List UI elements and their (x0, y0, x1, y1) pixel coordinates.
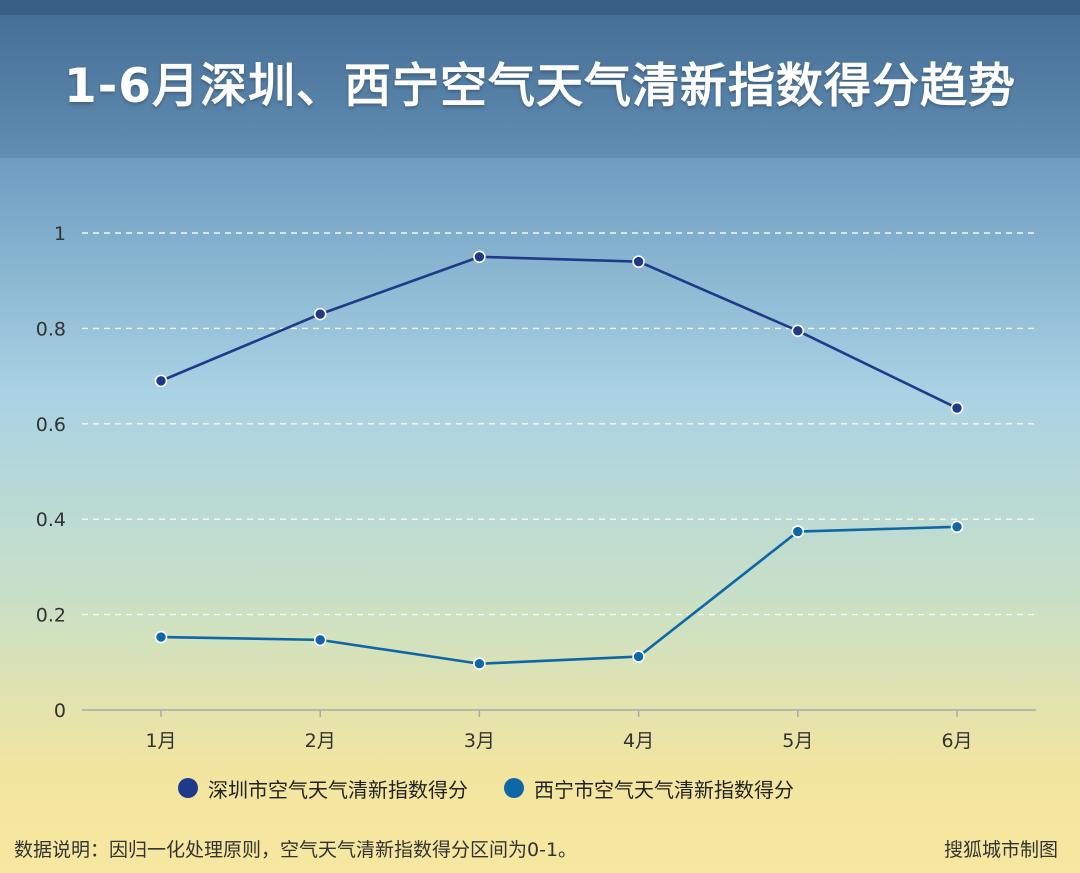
x-tick-label: 1月 (145, 730, 176, 752)
legend: 深圳市空气天气清新指数得分 西宁市空气天气清新指数得分 (178, 772, 794, 804)
data-point (632, 255, 645, 268)
x-tick-label: 2月 (305, 730, 336, 752)
series-lines (154, 250, 964, 671)
y-tick-label: 0.2 (36, 605, 66, 627)
source-credit: 搜狐城市制图 (943, 839, 1058, 861)
y-tick-label: 1 (54, 223, 66, 245)
x-tick-label: 4月 (623, 730, 654, 752)
title-band (0, 15, 1080, 158)
x-tick-label: 3月 (464, 730, 495, 752)
legend-label-xining: 西宁市空气天气清新指数得分 (534, 777, 794, 802)
legend-item-shenzhen[interactable]: 深圳市空气天气清新指数得分 (178, 774, 468, 803)
x-tick-label: 6月 (941, 730, 972, 752)
data-point (791, 525, 805, 538)
data-point (950, 401, 964, 415)
data-point (313, 633, 327, 647)
y-tick-label: 0 (54, 700, 66, 722)
data-point (154, 374, 168, 388)
axes: 0 0.2 0.4 0.6 0.8 1 1月 2月 3月 4月 5月 6月 (36, 223, 1036, 752)
y-tick-label: 0.4 (36, 509, 66, 531)
grid-lines (82, 232, 1036, 616)
series-line-0 (160, 255, 958, 410)
legend-marker-shenzhen (178, 778, 198, 798)
data-point (473, 250, 486, 264)
data-point (154, 630, 168, 644)
y-tick-label: 0.8 (36, 318, 66, 340)
legend-marker-xining (504, 778, 524, 798)
legend-item-xining[interactable]: 西宁市空气天气清新指数得分 (504, 774, 794, 803)
top-strip (0, 0, 1080, 15)
data-note: 数据说明：因归一化处理原则，空气天气清新指数得分区间为0-1。 (14, 839, 578, 861)
legend-label-shenzhen: 深圳市空气天气清新指数得分 (208, 777, 468, 802)
data-point (950, 520, 964, 534)
series-line-1 (160, 525, 958, 666)
data-point (791, 324, 805, 338)
x-tick-label: 5月 (782, 730, 813, 752)
data-point (632, 650, 645, 663)
data-point (313, 307, 327, 321)
y-tick-label: 0.6 (36, 414, 66, 436)
data-point (473, 657, 486, 671)
chart-title: 1-6月深圳、西宁空气天气清新指数得分趋势 (64, 59, 1016, 114)
